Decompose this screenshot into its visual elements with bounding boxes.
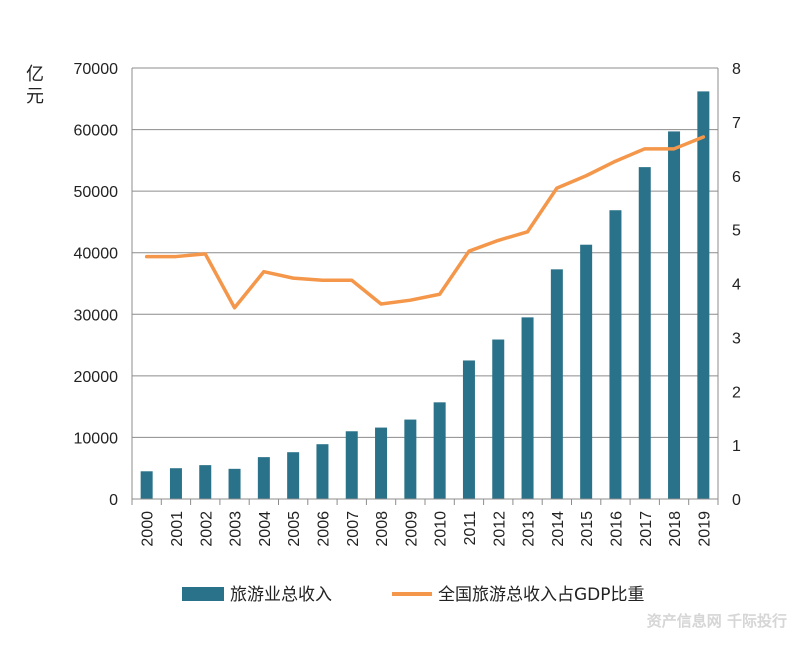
bar [404, 419, 417, 499]
y-axis-unit-label: 亿元 [26, 64, 44, 107]
x-tick-label: 2010 [433, 511, 450, 547]
y2-tick-label: 7 [732, 115, 741, 132]
y-tick-label: 40000 [74, 246, 119, 263]
bar [169, 468, 182, 499]
bar [492, 339, 505, 499]
y-tick-label: 0 [109, 492, 118, 509]
y2-tick-label: 8 [732, 61, 741, 78]
bar [316, 444, 329, 499]
x-tick-label: 2012 [491, 511, 508, 547]
x-tick-label: 2007 [345, 511, 362, 547]
ratio-line [144, 135, 706, 310]
x-tick-label: 2000 [140, 511, 157, 547]
legend-bar-label: 旅游业总收入 [230, 585, 332, 605]
bar [697, 91, 710, 499]
bar [140, 471, 153, 499]
bar [375, 427, 388, 499]
x-tick-label: 2004 [257, 511, 274, 547]
bar [462, 360, 475, 499]
bar [668, 131, 681, 499]
bar [433, 402, 446, 499]
x-tick-label: 2019 [696, 511, 713, 547]
y2-tick-label: 2 [732, 384, 741, 401]
left-axis-tick-labels: 0 10000 20000 30000 40000 50000 60000 70000 [74, 61, 119, 509]
y-tick-label: 30000 [74, 307, 119, 324]
y-tick-label: 60000 [74, 123, 119, 140]
bar [580, 244, 593, 499]
y-tick-label: 70000 [74, 61, 119, 78]
x-tick-label: 2014 [550, 511, 567, 547]
x-tick-label: 2005 [286, 511, 303, 547]
bar [609, 210, 622, 500]
bar [638, 167, 651, 499]
y-tick-label: 10000 [74, 430, 119, 447]
bar [345, 431, 358, 499]
bar-series [140, 91, 710, 500]
x-tick-label: 2018 [667, 511, 684, 547]
legend: 旅游业总收入 全国旅游总收入占GDP比重 [182, 585, 645, 605]
y2-tick-label: 1 [732, 438, 741, 455]
bar [228, 468, 241, 499]
watermark: 资产信息网 千际投行 [647, 612, 787, 630]
y2-tick-label: 4 [732, 277, 741, 294]
bar [521, 317, 534, 499]
bar [199, 465, 212, 499]
y2-tick-label: 0 [732, 492, 741, 509]
x-tick-label: 2015 [579, 511, 596, 547]
y-tick-label: 20000 [74, 369, 119, 386]
x-tick-label: 2013 [521, 511, 538, 547]
y2-tick-label: 3 [732, 330, 741, 347]
legend-line-label: 全国旅游总收入占GDP比重 [438, 585, 645, 605]
bar [550, 269, 563, 499]
x-tick-label: 2003 [228, 511, 245, 547]
axes [131, 68, 719, 505]
x-tick-label: 2006 [315, 511, 332, 547]
y2-tick-label: 5 [732, 223, 741, 240]
gridlines [132, 67, 718, 500]
x-axis-tick-labels: 2000 2001 2002 2003 2004 2005 2006 2007 2008 2009… [140, 511, 714, 547]
y-tick-label: 50000 [74, 184, 119, 201]
line-series [144, 135, 706, 310]
x-tick-label: 2017 [638, 511, 655, 547]
bar [257, 457, 270, 499]
x-tick-label: 2002 [198, 511, 215, 547]
x-tick-label: 2001 [169, 511, 186, 547]
y2-tick-label: 6 [732, 169, 741, 186]
x-tick-label: 2016 [608, 511, 625, 547]
x-tick-label: 2011 [462, 511, 479, 546]
right-axis-tick-labels: 0 1 2 3 4 5 6 7 8 [732, 61, 741, 509]
x-tick-label: 2008 [374, 511, 391, 547]
x-tick-label: 2009 [403, 511, 420, 547]
bar [287, 452, 300, 499]
legend-bar-swatch [182, 587, 224, 601]
